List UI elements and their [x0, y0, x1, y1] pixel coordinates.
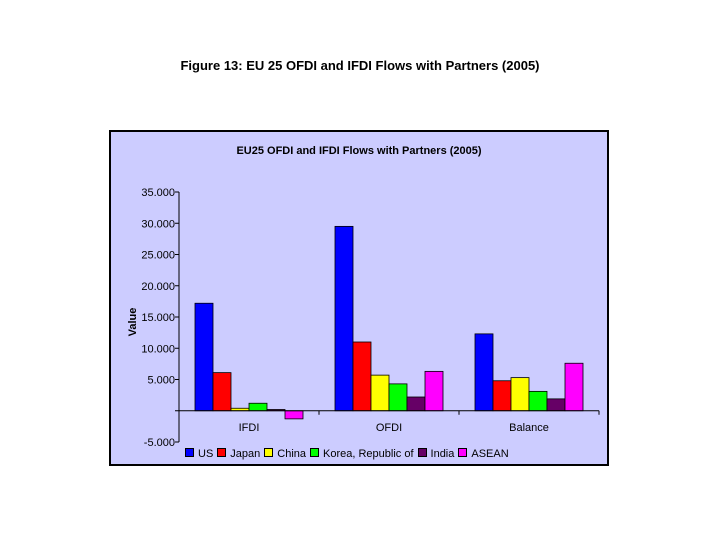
- bar-korea-republic-of-ifdi: [248, 402, 268, 412]
- x-tick-label: IFDI: [239, 422, 260, 434]
- bar-japan-ifdi: [212, 372, 232, 412]
- legend-swatch: [185, 448, 194, 457]
- bar-india-ofdi: [406, 396, 426, 412]
- legend-label: India: [430, 448, 455, 460]
- bar-asean-ifdi: [284, 410, 304, 420]
- bar-chart: EU25 OFDI and IFDI Flows with Partners (…: [127, 145, 600, 449]
- legend-swatch: [417, 448, 427, 457]
- bar-asean-balance: [564, 362, 584, 412]
- bar-korea-republic-of-ofdi: [388, 383, 408, 412]
- bar-china-balance: [510, 377, 530, 412]
- bar-china-ofdi: [370, 374, 390, 412]
- page-title: Figure 13: EU 25 OFDI and IFDI Flows wit…: [180, 58, 540, 73]
- legend-label: Japan: [230, 448, 261, 460]
- chart-title: EU25 OFDI and IFDI Flows with Partners (…: [236, 145, 481, 157]
- bar-us-balance: [474, 333, 494, 412]
- legend-swatch: [264, 448, 274, 457]
- y-tick-label: 10.000: [141, 343, 175, 355]
- bar-japan-ofdi: [352, 341, 372, 412]
- chart-frame: EU25 OFDI and IFDI Flows with Partners (…: [109, 130, 609, 466]
- bar-india-balance: [546, 398, 566, 412]
- bar-japan-balance: [492, 380, 512, 412]
- bar-us-ifdi: [194, 302, 214, 412]
- y-tick-label: 5.000: [147, 375, 175, 387]
- legend-item: ASEAN: [458, 448, 509, 460]
- legend-item: China: [264, 448, 306, 460]
- x-tick-label: OFDI: [376, 422, 402, 434]
- bar-korea-republic-of-balance: [528, 390, 548, 412]
- y-tick-label: 20.000: [141, 281, 175, 293]
- chart-legend: US Japan China Korea, Republic of India ASEAN: [185, 448, 513, 462]
- legend-label: US: [198, 448, 214, 460]
- y-axis-label: Value: [127, 308, 139, 337]
- bar-us-ofdi: [334, 225, 354, 412]
- legend-label: ASEAN: [471, 448, 509, 460]
- y-tick-label: 35.000: [141, 187, 175, 199]
- legend-swatch: [310, 448, 320, 457]
- y-tick-label: 25.000: [141, 250, 175, 262]
- legend-item: India: [417, 448, 455, 460]
- legend-item: Korea, Republic of: [310, 448, 414, 460]
- legend-label: Korea, Republic of: [323, 448, 414, 460]
- legend-swatch: [217, 448, 227, 457]
- legend-label: China: [277, 448, 307, 460]
- bar-asean-ofdi: [424, 370, 444, 412]
- y-tick-label: -5.000: [144, 437, 175, 449]
- legend-item: US: [185, 448, 213, 460]
- y-tick-label: 30.000: [141, 218, 175, 230]
- legend-swatch: [458, 448, 468, 457]
- x-tick-label: Balance: [509, 422, 549, 434]
- y-tick-label: 15.000: [141, 312, 175, 324]
- legend-item: Japan: [217, 448, 260, 460]
